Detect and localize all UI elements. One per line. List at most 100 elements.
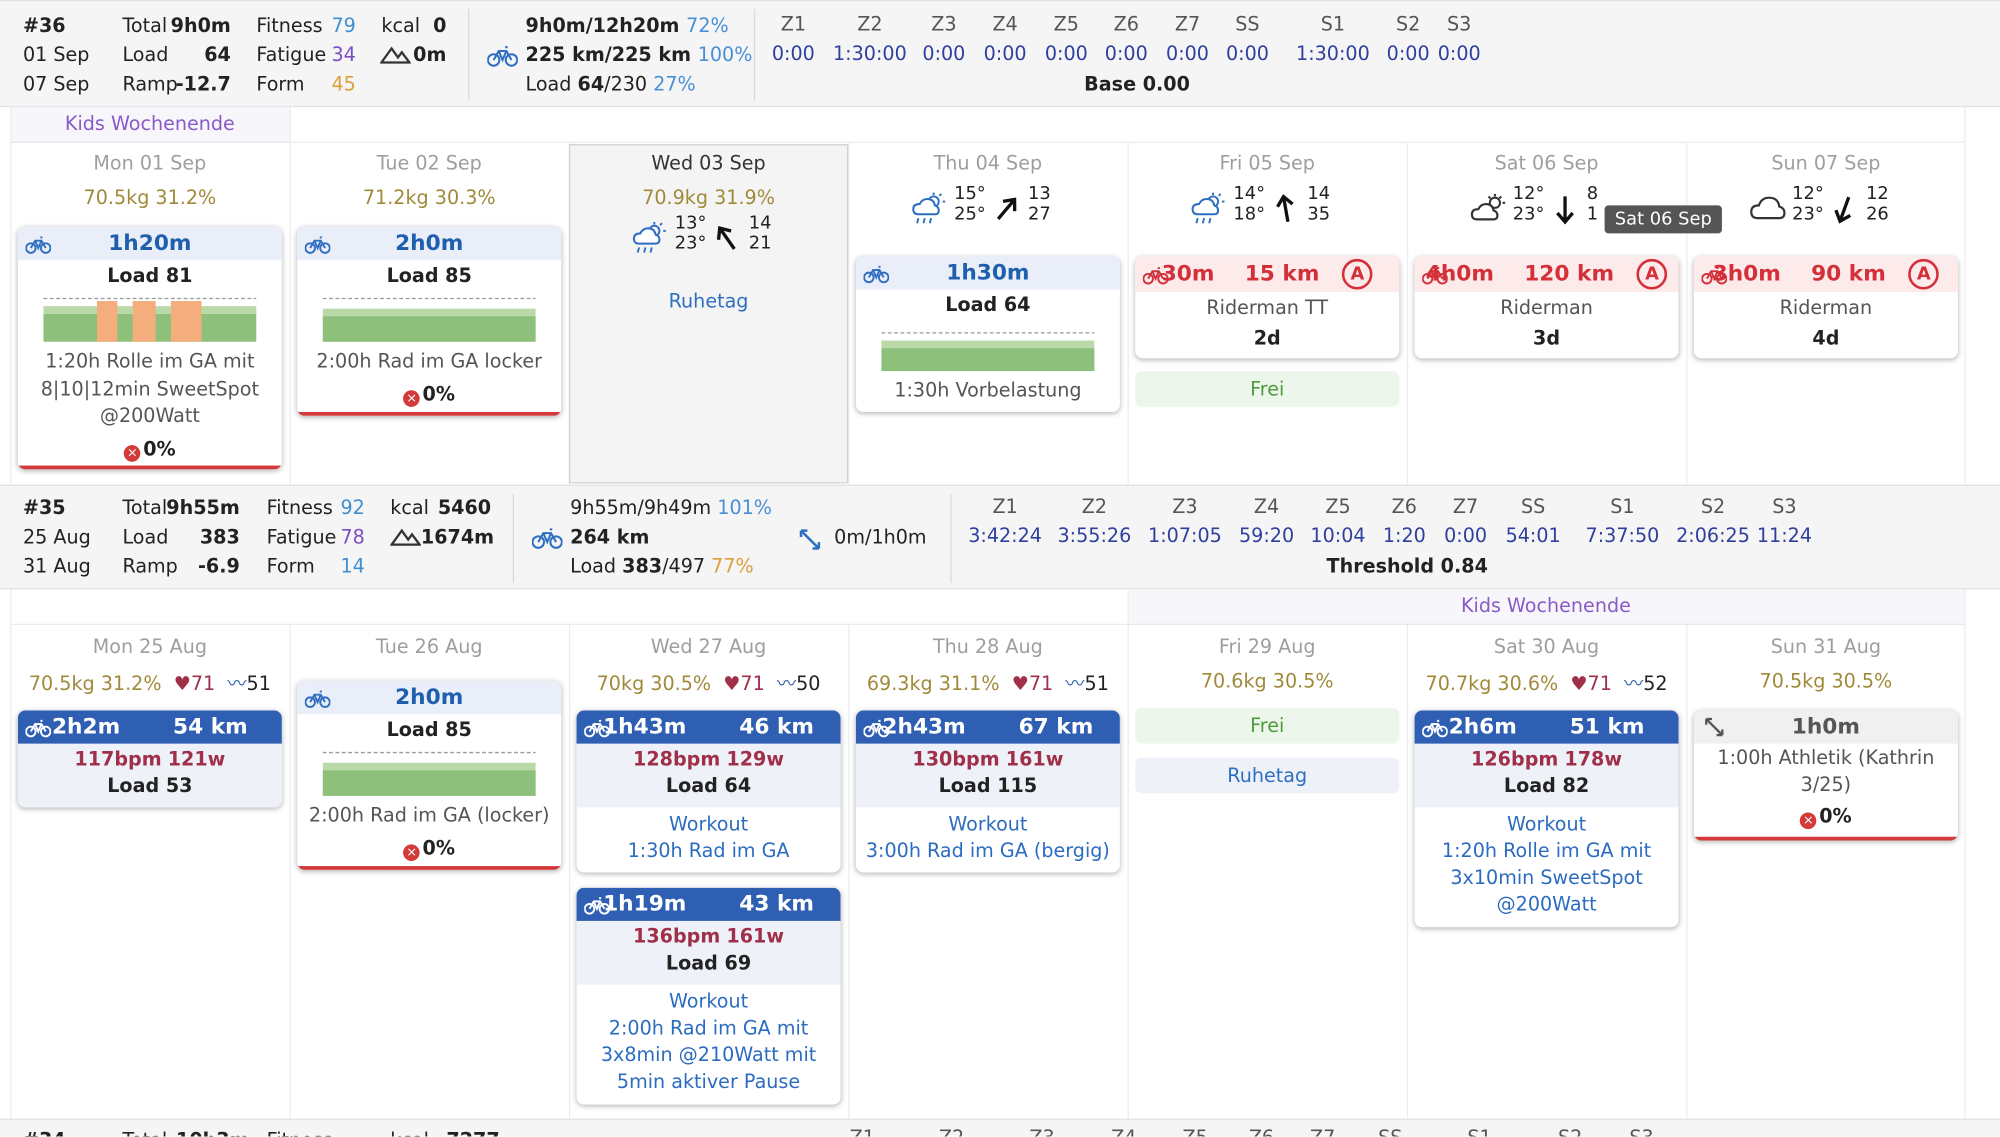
bike-icon bbox=[25, 716, 52, 739]
activity-card[interactable]: 1h19m 43 km 136bpm 161w Load 69 Workout … bbox=[576, 887, 841, 1105]
zone-s3: S3 11:24 bbox=[1756, 494, 1813, 548]
bike-icon bbox=[1421, 716, 1449, 739]
load-label: Load bbox=[122, 43, 169, 67]
temp-high: 14° bbox=[1233, 183, 1266, 205]
load-value: Load 64 bbox=[665, 774, 752, 798]
strength-icon bbox=[1702, 716, 1728, 739]
temp-high: 15° bbox=[954, 183, 986, 205]
free-day-chip[interactable]: Frei bbox=[1135, 371, 1400, 407]
time-ratio: 9h0m/12h20m 72% bbox=[525, 14, 729, 37]
day-name: Wed 03 Sep bbox=[651, 151, 766, 175]
temp-low: 23° bbox=[1512, 204, 1545, 225]
bike-icon bbox=[487, 46, 518, 67]
activity-card[interactable]: 1h43m 46 km 128bpm 129w Load 64 Workout … bbox=[576, 710, 841, 873]
bike-icon bbox=[1701, 261, 1728, 285]
linked-workout-label: Workout bbox=[948, 812, 1028, 836]
wind-arrow-icon bbox=[1276, 194, 1294, 223]
bike-icon bbox=[583, 716, 611, 739]
kcal-value: 7277 bbox=[446, 1128, 499, 1137]
day-name: Thu 04 Sep bbox=[933, 151, 1043, 175]
week-number: #36 bbox=[22, 14, 66, 37]
partly-sunny-icon bbox=[1470, 193, 1506, 221]
zone-z5: Z5 0:00 bbox=[1044, 12, 1088, 66]
zone-s3: S3 0:00 bbox=[1437, 12, 1481, 66]
zone-z6: Z6 1:20 bbox=[1382, 494, 1426, 548]
fatigue-value: 34 bbox=[331, 43, 356, 67]
planned-workout-card[interactable]: 1h20m Load 81 1:20h Rolle im GA mit 8|10… bbox=[17, 227, 282, 470]
day-name: Tue 26 Aug bbox=[375, 635, 483, 659]
workout-description: 1:30h Vorbelastung bbox=[894, 378, 1082, 402]
zone-s1: S1 1:30:00 bbox=[1296, 12, 1370, 66]
fatigue-label: Fatigue bbox=[266, 525, 337, 549]
load-percent: 27% bbox=[653, 72, 696, 96]
cloud-icon bbox=[1750, 196, 1786, 220]
weather-forecast: 15° 25° 13 27 bbox=[911, 183, 1064, 230]
avg-heart-rate: 136bpm bbox=[633, 924, 721, 948]
load-value: Load 85 bbox=[386, 718, 472, 742]
zone-z2: Z2 1:30:00 bbox=[833, 12, 907, 66]
activity-card[interactable]: 2h2m 54 km 117bpm 121w Load 53 bbox=[17, 710, 282, 808]
load-value: Load 81 bbox=[107, 264, 193, 287]
days-until: 2d bbox=[1253, 326, 1281, 350]
temp-low: 25° bbox=[954, 204, 986, 225]
free-day-chip[interactable]: Frei bbox=[1135, 707, 1400, 744]
weather-forecast: 12° 23° 12 26 bbox=[1749, 184, 1902, 230]
race-event-card[interactable]: 3h0m 90 km A Riderman 4d bbox=[1693, 256, 1958, 359]
planned-workout-card[interactable]: 1h0m 1:00h Athletik (Kathrin 3/25) × 0% bbox=[1693, 710, 1958, 841]
zone-ss: SS bbox=[1339, 1125, 1441, 1136]
hrv-value: 51 bbox=[246, 672, 271, 696]
avg-heart-rate: 126bpm bbox=[1471, 747, 1559, 771]
x-circle-icon: × bbox=[124, 445, 141, 462]
event-tag[interactable]: Kids Wochenende bbox=[10, 107, 290, 143]
race-event-card[interactable]: 30m 15 km A Riderman TT 2d bbox=[1135, 256, 1400, 359]
planned-workout-card[interactable]: 2h0m Load 85 2:00h Rad im GA (locker) × 0… bbox=[297, 681, 562, 870]
linked-workout-title: @200Watt bbox=[1496, 892, 1597, 916]
today-column[interactable] bbox=[568, 144, 849, 484]
day-name: Fri 05 Sep bbox=[1219, 151, 1315, 175]
workout-description: 2:00h Rad im GA locker bbox=[316, 349, 543, 373]
heart-icon: ♥ bbox=[723, 672, 741, 696]
time-percent: 72% bbox=[686, 14, 729, 37]
activity-card[interactable]: 2h43m 67 km 130bpm 161w Load 115 Workout… bbox=[855, 710, 1120, 873]
ramp-value: -12.7 bbox=[175, 72, 231, 96]
rest-day-chip[interactable]: Ruhetag bbox=[1135, 757, 1400, 794]
weight-bodyfat: 70.9kg 31.9% bbox=[642, 186, 775, 210]
resting-hr: 71 bbox=[190, 672, 216, 696]
week-number: #35 bbox=[22, 496, 66, 520]
linked-workout-title: 3:00h Rad im GA (bergig) bbox=[865, 839, 1110, 863]
load-percent: 77% bbox=[711, 554, 754, 578]
workout-profile-chart bbox=[322, 297, 536, 342]
planned-workout-card[interactable]: 2h0m Load 85 2:00h Rad im GA locker × 0% bbox=[297, 227, 562, 416]
event-tag[interactable]: Kids Wochenende bbox=[1127, 589, 1965, 625]
activity-card[interactable]: 2h6m 51 km 126bpm 178w Load 82 Workout 1… bbox=[1414, 710, 1679, 928]
workout-description: 8|10|12min SweetSpot bbox=[40, 377, 259, 401]
hrv-icon: 〰 bbox=[1065, 672, 1085, 696]
zone-z3: Z3 0:00 bbox=[922, 12, 966, 66]
avg-power: 161w bbox=[1005, 747, 1064, 771]
bike-icon bbox=[1421, 261, 1449, 285]
priority-a-badge: A bbox=[1342, 258, 1373, 290]
race-title: Riderman bbox=[1500, 295, 1593, 319]
zone-z4: Z4 59:20 bbox=[1238, 494, 1295, 548]
avg-heart-rate: 130bpm bbox=[912, 747, 1000, 771]
bike-icon bbox=[531, 528, 563, 549]
wind-gust: 1 bbox=[1586, 204, 1599, 225]
race-event-card[interactable]: 4h0m 120 km A Riderman 3d bbox=[1414, 256, 1679, 359]
days-until: 3d bbox=[1533, 326, 1561, 350]
zone-z3: Z3 bbox=[991, 1125, 1093, 1136]
zone-z6: Z6 bbox=[1210, 1125, 1312, 1136]
planned-workout-card[interactable]: 1h30m Load 64 1:30h Vorbelastung bbox=[855, 256, 1120, 412]
zone-z1: Z1 3:42:24 bbox=[968, 494, 1042, 548]
hrv-icon: 〰 bbox=[1624, 672, 1644, 696]
week-36-summary: #36 01 Sep 07 Sep Total 9h0m Load 64 Ram… bbox=[0, 0, 2000, 108]
avg-power: 121w bbox=[167, 747, 226, 771]
rest-day-label[interactable]: Ruhetag bbox=[668, 289, 749, 313]
day-name: Sat 30 Aug bbox=[1493, 635, 1600, 659]
zone-z4: Z4 0:00 bbox=[983, 12, 1027, 66]
total-value: 9h55m bbox=[166, 496, 240, 520]
load-ratio: Load 383/497 77% bbox=[570, 554, 754, 578]
day-name: Sat 06 Sep bbox=[1494, 151, 1599, 175]
weight-bodyfat: 70.5kg 31.2% bbox=[83, 186, 217, 210]
linked-workout-title: 3x10min SweetSpot bbox=[1450, 866, 1643, 890]
temp-high: 13° bbox=[674, 213, 707, 234]
